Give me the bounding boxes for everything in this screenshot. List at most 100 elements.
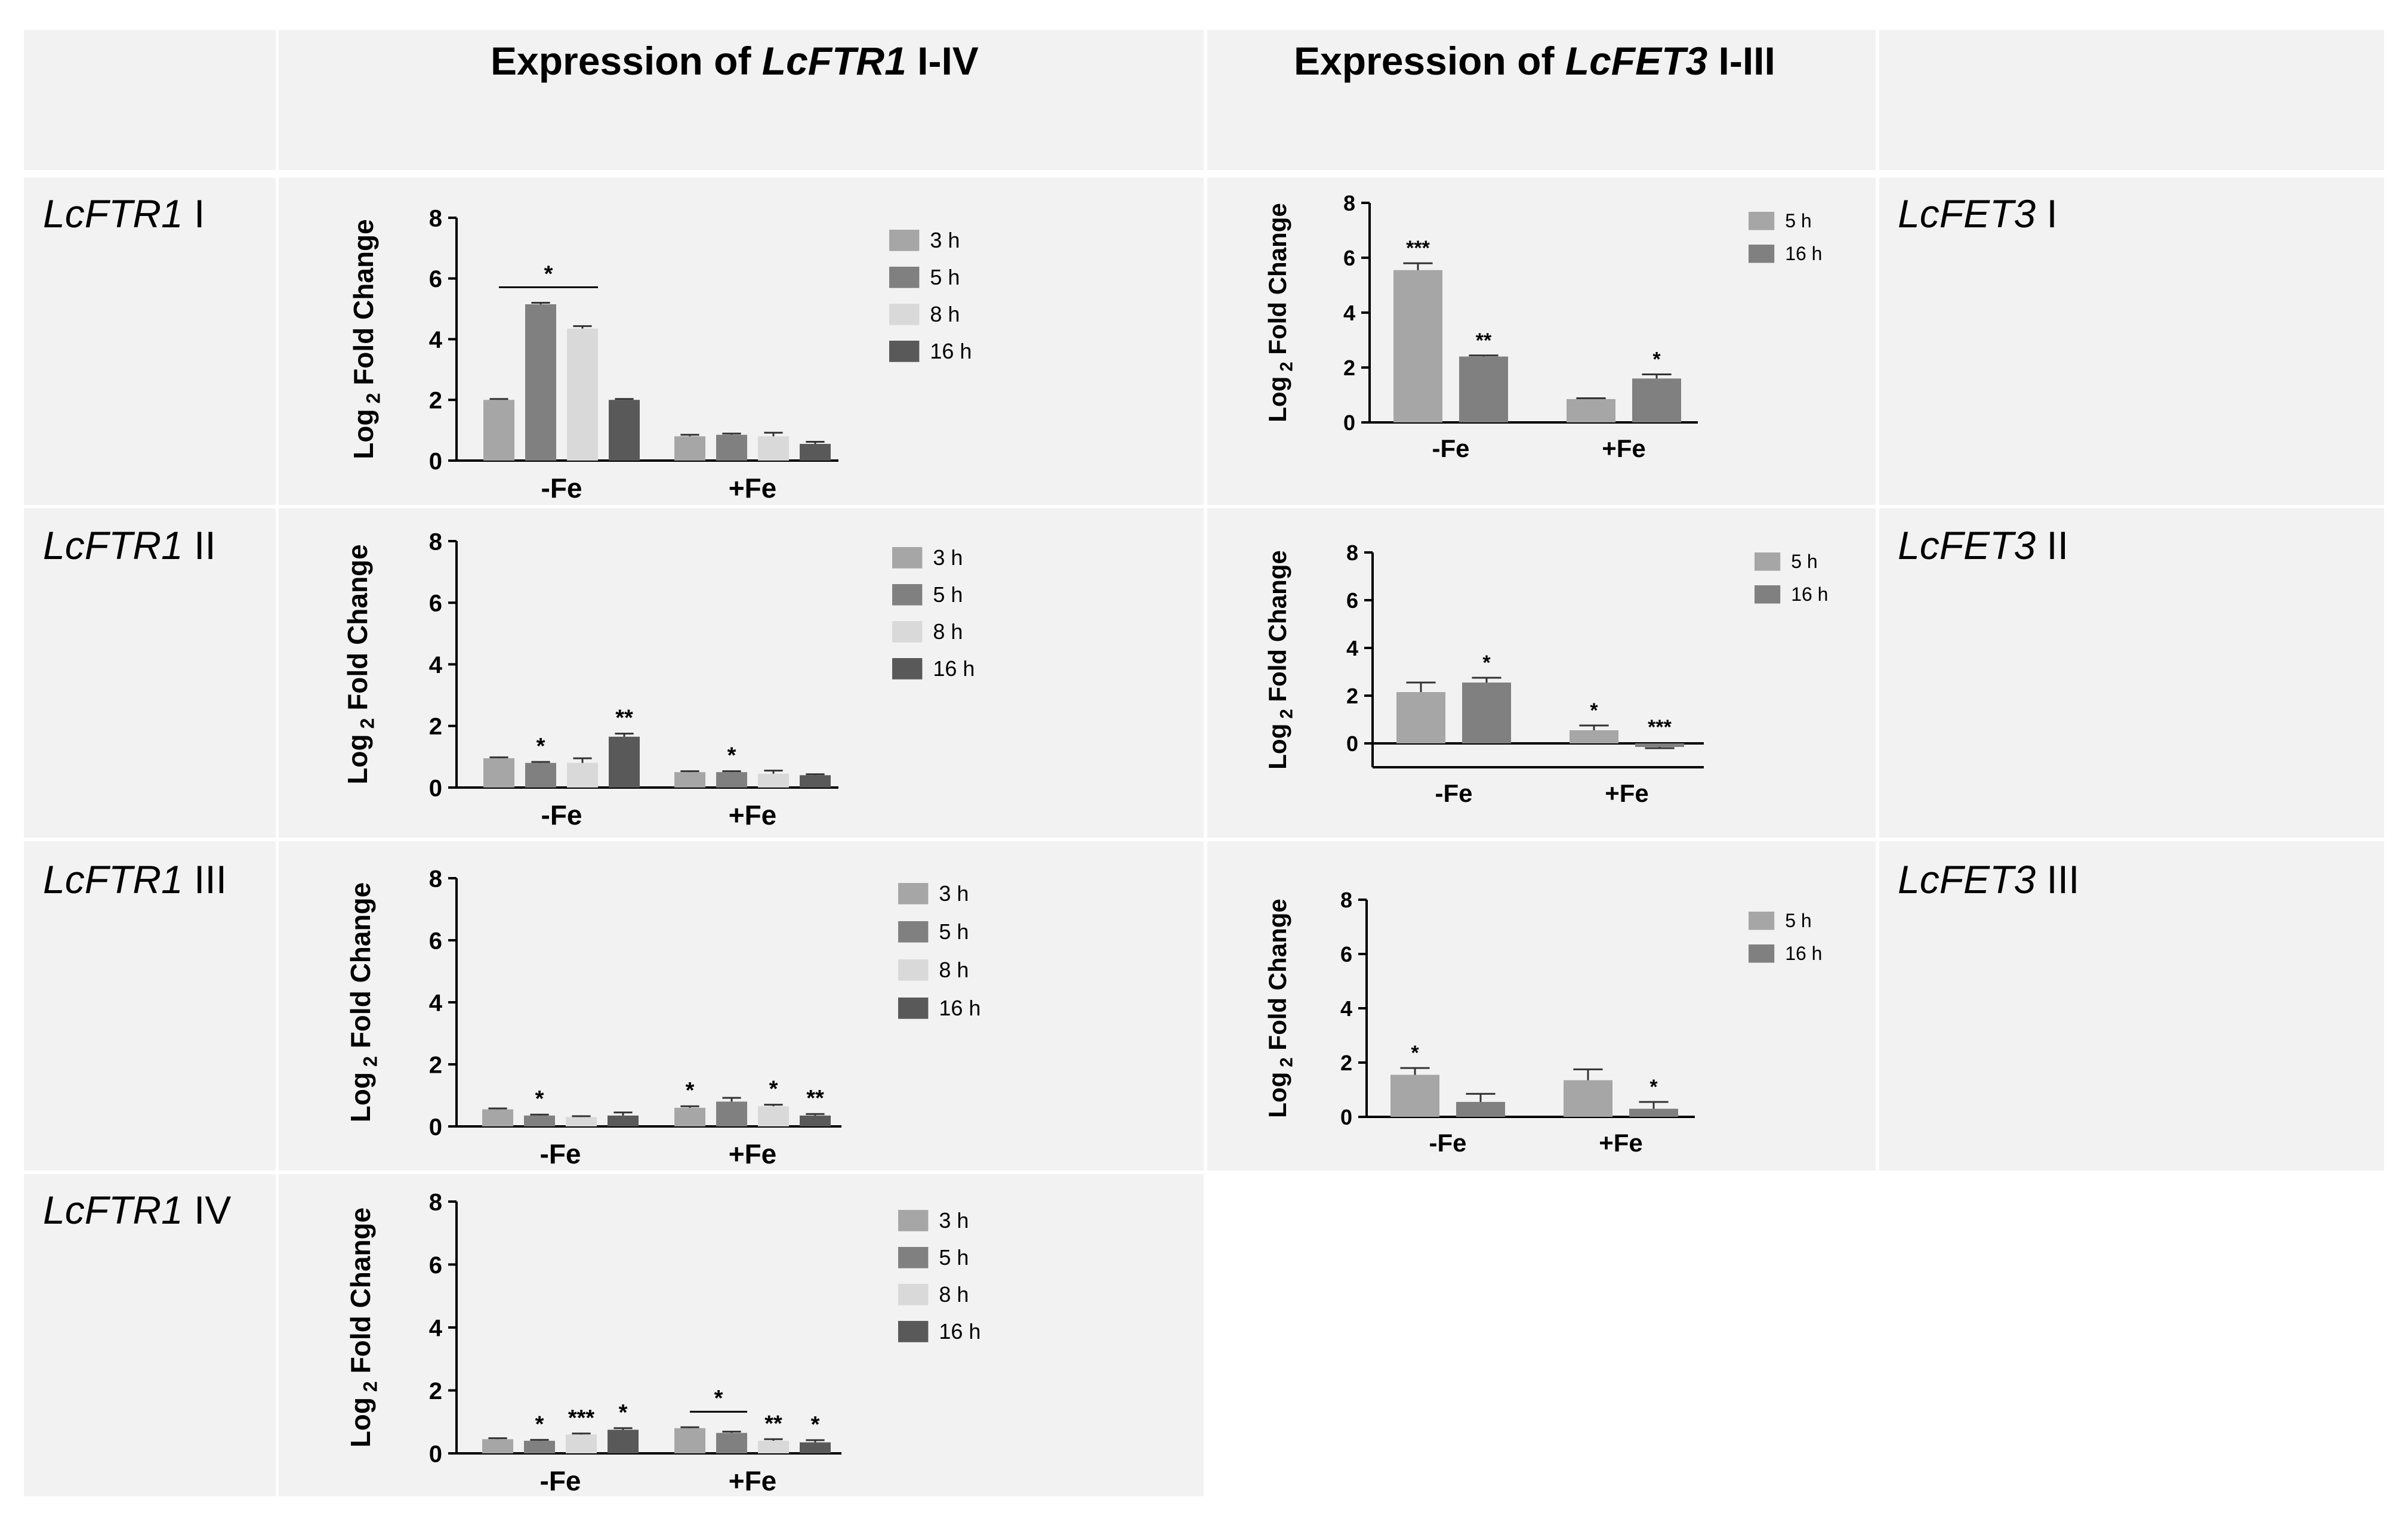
significance-mark: * [686, 1078, 695, 1103]
y-axis-label: Log 2 Fold Change [342, 544, 378, 784]
y-axis-label-subscript: 2 [360, 1381, 381, 1397]
bar [609, 400, 640, 461]
y-tick-label: 8 [1343, 191, 1355, 215]
y-tick-label: 8 [429, 866, 442, 892]
row-label-fet3-II: LcFET3 II [1898, 523, 2068, 568]
y-axis-label-main: Log [1263, 376, 1291, 422]
header-cell-fet [1207, 30, 1876, 170]
legend-swatch [1755, 552, 1781, 571]
y-tick-label: 4 [1343, 301, 1355, 325]
y-axis-label-main: Log [1263, 1072, 1291, 1118]
y-axis-label-main: Log [345, 1072, 376, 1122]
legend-label: 8 h [939, 958, 969, 982]
legend-label: 8 h [939, 1282, 969, 1307]
legend-swatch [898, 959, 929, 981]
y-axis-label: Log 2 Fold Change [345, 882, 381, 1122]
legend-swatch [892, 547, 923, 569]
significance-mark: *** [1648, 716, 1672, 739]
row-2-label-cell [24, 508, 276, 838]
fet-title-suffix: I-III [1707, 39, 1775, 83]
bar [758, 773, 789, 788]
significance-mark: ** [806, 1086, 824, 1111]
legend-swatch [889, 267, 920, 288]
y-tick-label: 2 [429, 1378, 442, 1404]
bar [1459, 356, 1508, 422]
significance-mark: * [769, 1077, 778, 1102]
bar [1456, 1101, 1505, 1117]
y-tick-label: 6 [1346, 588, 1358, 613]
legend-swatch [1749, 245, 1775, 263]
y-axis-label-main: Log [345, 1397, 376, 1447]
fet-title-prefix: Expression of [1294, 39, 1565, 83]
y-tick-label: 8 [1340, 888, 1352, 912]
y-tick-label: 6 [1340, 942, 1352, 967]
legend-swatch [1749, 944, 1775, 963]
y-axis-label-main: Log [348, 409, 379, 459]
y-tick-label: 4 [1346, 636, 1358, 660]
x-category-label: -Fe [1435, 779, 1473, 807]
x-category-label: +Fe [1602, 434, 1646, 462]
legend-label: 5 h [1785, 910, 1811, 931]
legend-swatch [892, 584, 923, 606]
legend-swatch [889, 230, 920, 251]
significance-mark: ** [1476, 329, 1492, 352]
bar [608, 1115, 639, 1126]
significance-mark: * [535, 1412, 544, 1437]
x-category-label: -Fe [540, 1138, 581, 1169]
legend-label: 5 h [933, 582, 963, 607]
x-category-label: +Fe [1605, 779, 1649, 807]
y-tick-label: 0 [429, 1441, 442, 1467]
row-label-number: III [2036, 857, 2080, 901]
row-label-gene: LcFET3 [1898, 192, 2036, 236]
row-label-gene: LcFTR1 [43, 523, 183, 567]
legend-label: 5 h [1785, 210, 1811, 231]
row-label-gene: LcFTR1 [43, 1188, 183, 1232]
legend-label: 3 h [930, 228, 960, 252]
significance-mark: * [1652, 348, 1661, 371]
legend-swatch [892, 621, 923, 643]
row-label-gene: LcFTR1 [43, 857, 183, 901]
significance-mark: * [727, 743, 736, 768]
legend-swatch [898, 1247, 929, 1268]
legend-label: 8 h [930, 302, 960, 326]
bar [482, 1109, 513, 1126]
significance-mark: ** [764, 1411, 782, 1436]
bar [608, 1429, 639, 1453]
y-axis-label: Log 2 Fold Change [1263, 899, 1297, 1117]
row-label-number: III [183, 857, 227, 901]
row-2-fet-label-cell [1879, 508, 2384, 838]
bar [609, 736, 640, 788]
significance-mark: * [1411, 1042, 1419, 1064]
legend-label: 16 h [939, 1319, 981, 1344]
y-axis-label-rest: Fold Change [342, 544, 373, 718]
row-label-gene: LcFET3 [1898, 523, 2036, 567]
x-category-label: -Fe [1432, 434, 1470, 462]
y-tick-label: 8 [429, 205, 442, 231]
y-tick-label: 0 [1340, 1105, 1352, 1129]
bar [525, 762, 556, 788]
bar [524, 1440, 555, 1453]
y-axis-label: Log 2 Fold Change [348, 219, 384, 459]
x-category-label: +Fe [729, 1465, 777, 1496]
ftr-title-gene: LcFTR1 [761, 39, 907, 83]
bar [674, 436, 705, 461]
bar [482, 1439, 513, 1453]
legend-label: 16 h [933, 656, 975, 681]
y-axis-label: Log 2 Fold Change [1263, 550, 1297, 769]
legend-swatch [1755, 585, 1781, 604]
row-label-gene: LcFET3 [1898, 857, 2036, 901]
row-label-gene: LcFTR1 [43, 192, 183, 236]
y-axis-label-main: Log [1263, 724, 1291, 770]
significance-mark: * [714, 1386, 723, 1411]
bar [674, 772, 705, 788]
y-axis-label-subscript: 2 [1277, 709, 1297, 724]
y-tick-label: 4 [1340, 996, 1352, 1021]
row-3-label-cell [24, 841, 276, 1171]
legend-label: 3 h [939, 881, 969, 906]
significance-mark: * [811, 1412, 820, 1437]
y-tick-label: 8 [1346, 541, 1358, 565]
